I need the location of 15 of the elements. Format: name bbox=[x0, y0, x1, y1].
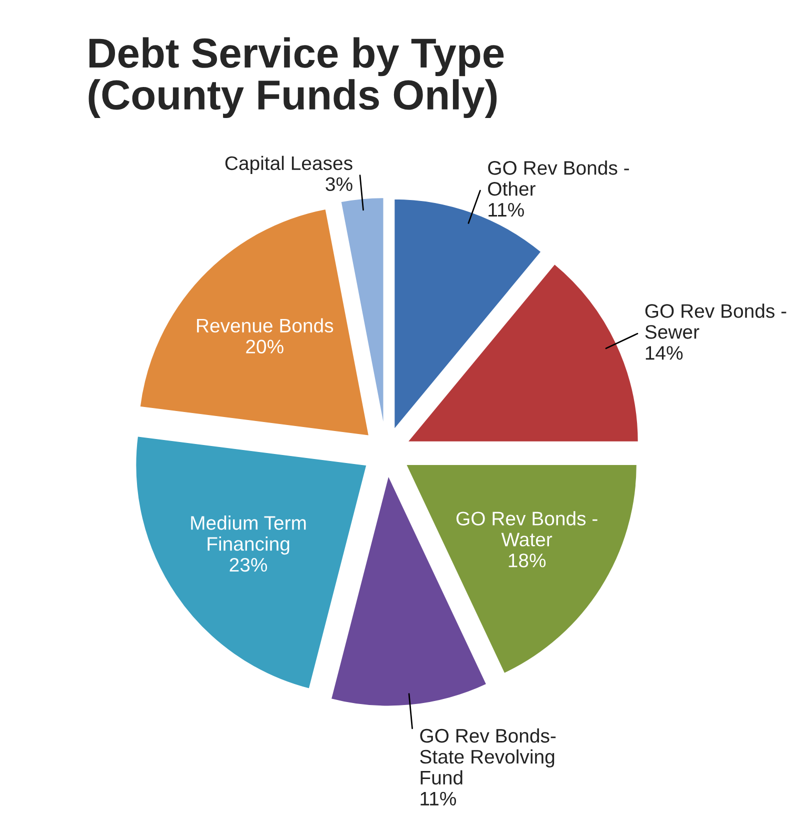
slice-label: Capital Leases bbox=[225, 156, 352, 174]
data-label: 11% bbox=[488, 203, 524, 217]
data-label: 20% bbox=[246, 340, 284, 354]
chart-title: Debt Service by Type (County Funds Only) bbox=[88, 37, 504, 118]
slice-label: GO Rev Bonds- State Revolving Fund bbox=[420, 728, 556, 785]
slice-label: GO Rev Bonds - Other bbox=[488, 160, 629, 196]
slice-label: Medium Term Financing bbox=[191, 516, 306, 555]
slice-label: Revenue Bonds bbox=[197, 318, 334, 333]
slice-label: GO Rev Bonds - Sewer bbox=[645, 304, 786, 339]
data-label: 14% bbox=[646, 346, 683, 360]
data-label: 23% bbox=[230, 558, 268, 572]
data-label: 11% bbox=[420, 792, 456, 806]
slice-label: GO Rev Bonds - Water bbox=[456, 511, 598, 546]
data-label: 18% bbox=[508, 554, 546, 568]
data-label: 3% bbox=[326, 177, 352, 192]
